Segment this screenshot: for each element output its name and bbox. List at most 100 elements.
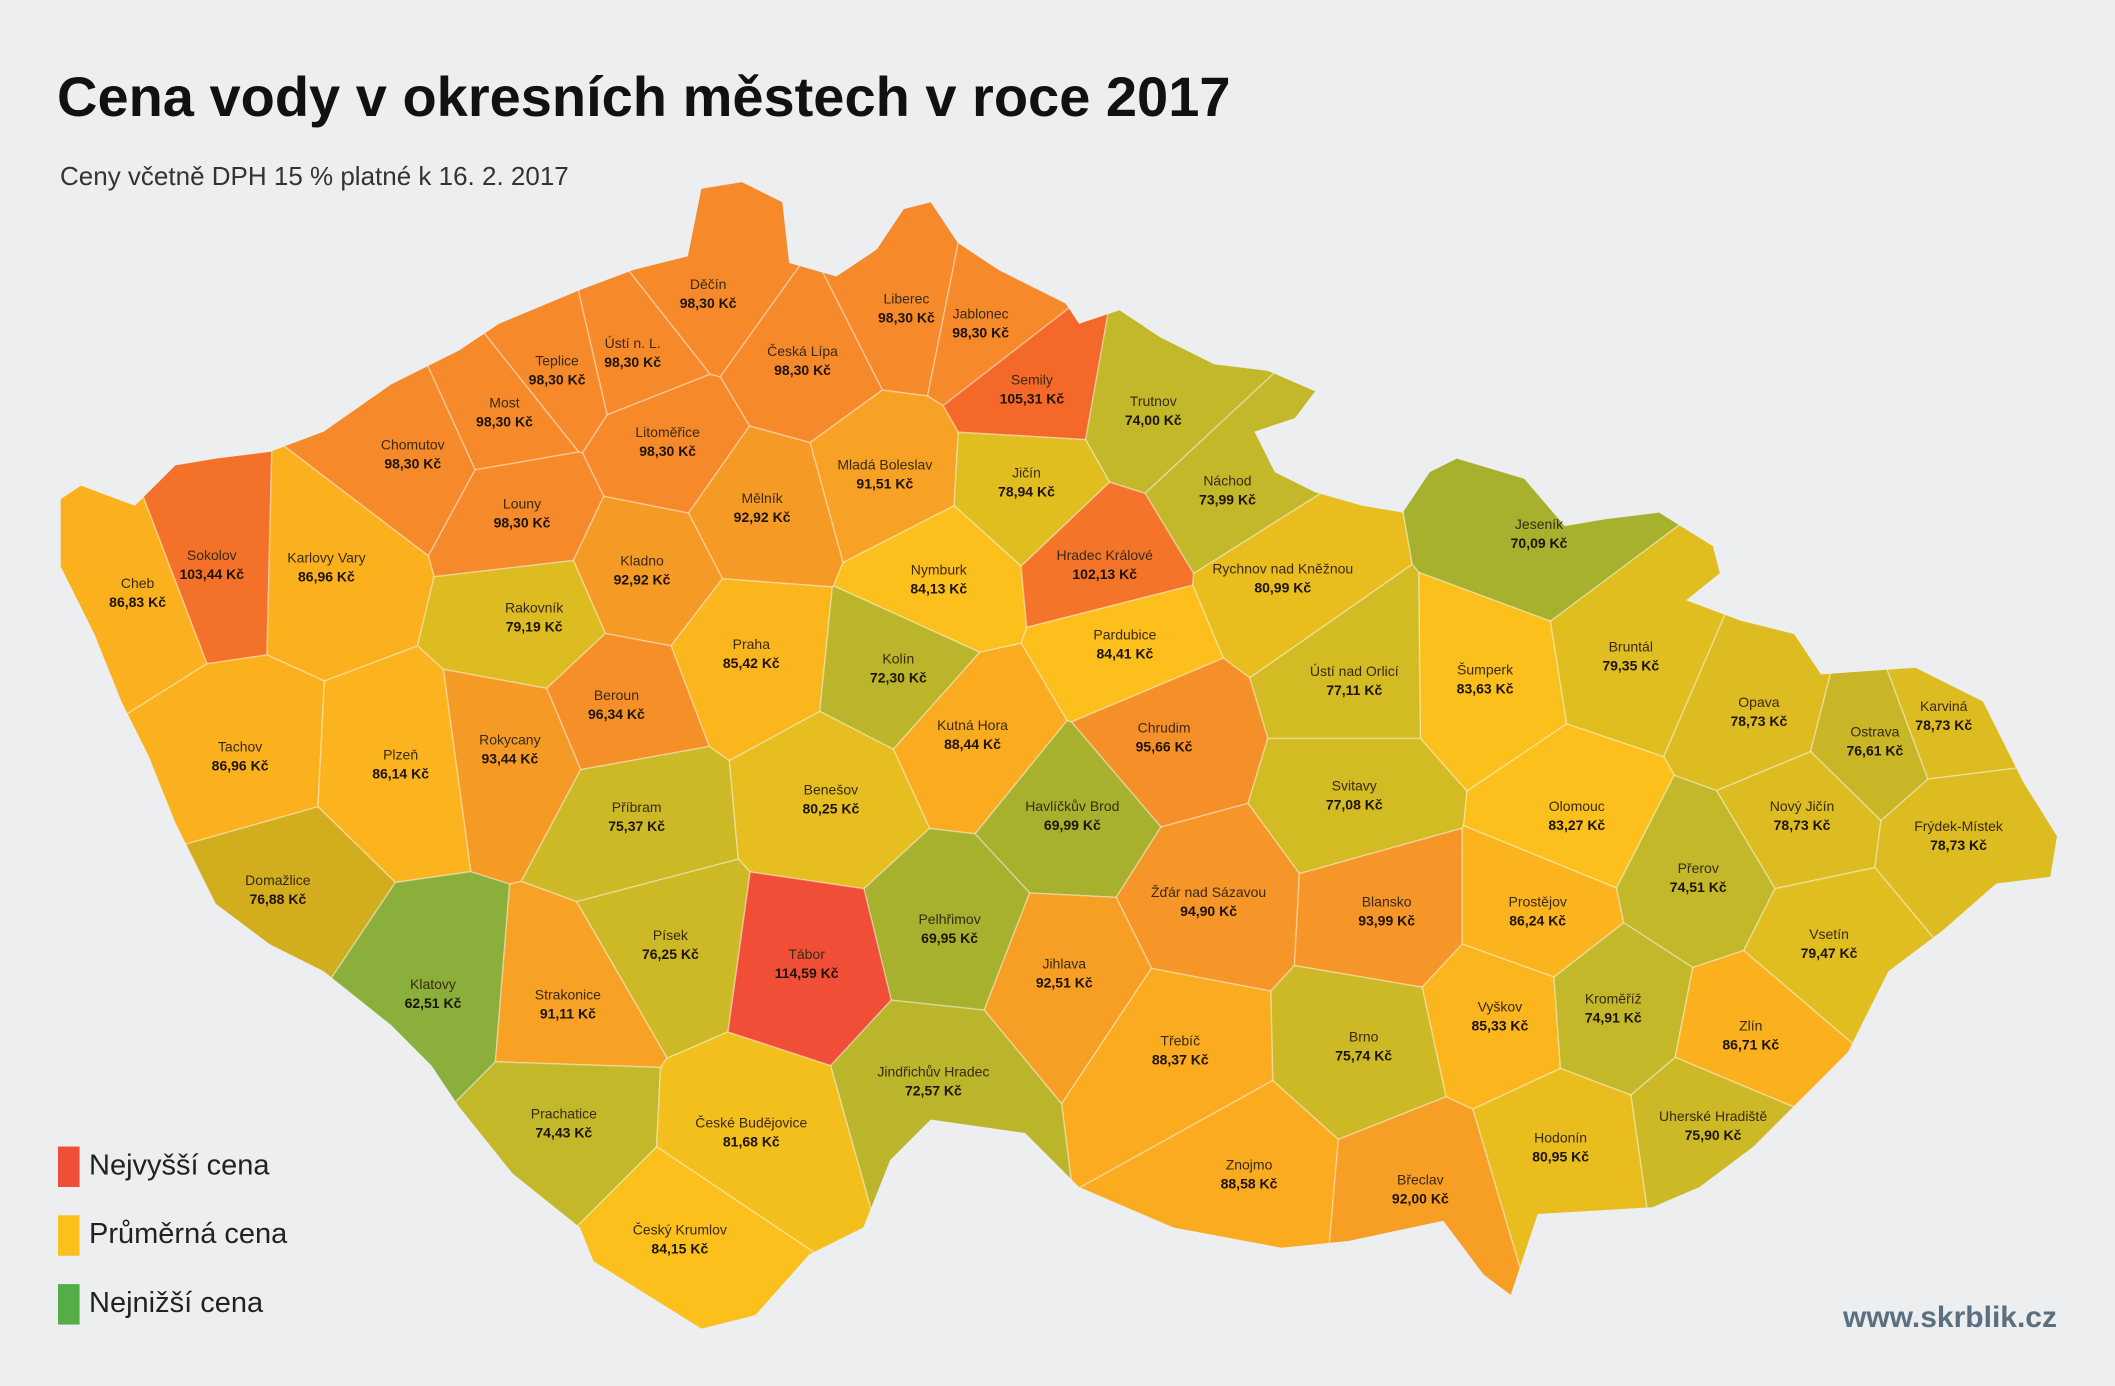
district-name: Cheb [121, 575, 155, 591]
district-price: 93,99 Kč [1358, 913, 1415, 929]
district-price: 70,09 Kč [1511, 535, 1568, 551]
district-price: 76,88 Kč [249, 891, 306, 907]
source-url: www.skrblik.cz [1842, 1301, 2057, 1334]
district-name: Vsetín [1809, 926, 1849, 942]
district-name: Opava [1738, 694, 1779, 710]
district-price: 98,30 Kč [494, 515, 551, 531]
district-name: Mělník [741, 490, 783, 506]
district-name: Frýdek-Místek [1914, 818, 2004, 834]
district-price: 74,00 Kč [1125, 412, 1182, 428]
district-price: 74,51 Kč [1670, 879, 1727, 895]
legend-label: Nejnižší cena [89, 1287, 264, 1319]
district-name: Kladno [620, 552, 664, 568]
district-name: Chomutov [381, 436, 445, 452]
district-price: 86,96 Kč [212, 757, 269, 773]
district-price: 75,90 Kč [1685, 1127, 1742, 1143]
district-price: 88,37 Kč [1152, 1051, 1209, 1067]
district-name: Louny [503, 496, 541, 512]
district-area [1715, 750, 1882, 890]
district-name: Chrudim [1138, 720, 1191, 736]
district-price: 92,00 Kč [1392, 1190, 1449, 1206]
district-price: 86,71 Kč [1722, 1037, 1779, 1053]
district-name: Most [489, 394, 519, 410]
district-name: Havlíčkův Brod [1025, 798, 1119, 814]
district-price: 93,44 Kč [481, 751, 538, 767]
district-area [1630, 1056, 2058, 1329]
district-name: Český Krumlov [633, 1221, 727, 1237]
district-name: Jičín [1012, 465, 1041, 481]
district-name: Klatovy [410, 976, 456, 992]
legend-label: Průměrná cena [89, 1218, 288, 1250]
district-price: 74,43 Kč [535, 1124, 592, 1140]
district-name: Tábor [788, 946, 825, 962]
district-price: 94,90 Kč [1180, 903, 1237, 919]
district-name: Semily [1011, 372, 1053, 388]
district-price: 62,51 Kč [405, 995, 462, 1011]
district-name: Rokycany [479, 732, 540, 748]
district-area [427, 451, 605, 578]
district-name: Děčín [690, 276, 727, 292]
district-name: Přerov [1678, 860, 1719, 876]
district-name: Svitavy [1332, 778, 1377, 794]
district-name: Pardubice [1093, 626, 1156, 642]
district-name: Strakonice [535, 987, 601, 1003]
district-price: 84,15 Kč [651, 1240, 708, 1256]
district-name: Bruntál [1609, 639, 1653, 655]
district-name: Nymburk [911, 562, 968, 578]
district-price: 98,30 Kč [878, 310, 935, 326]
district-name: Prachatice [531, 1105, 597, 1121]
district-price: 78,94 Kč [998, 484, 1055, 500]
district-name: Pelhřimov [918, 911, 980, 927]
district-name: Karviná [1920, 698, 1968, 714]
district-name: Tachov [218, 738, 262, 754]
district-price: 95,66 Kč [1136, 739, 1193, 755]
district-price: 76,61 Kč [1846, 743, 1903, 759]
district-price: 98,30 Kč [680, 295, 737, 311]
district-price: 69,99 Kč [1044, 817, 1101, 833]
district-price: 83,27 Kč [1548, 817, 1605, 833]
district-price: 79,47 Kč [1801, 945, 1858, 961]
district-name: Domažlice [245, 872, 311, 888]
district-name: Vyškov [1478, 999, 1523, 1015]
district-name: Hradec Králové [1056, 547, 1153, 563]
district-name: Benešov [804, 782, 858, 798]
district-price: 88,58 Kč [1221, 1176, 1278, 1192]
district-price: 105,31 Kč [1000, 391, 1065, 407]
district-name: Náchod [1203, 473, 1251, 489]
district-price: 72,30 Kč [870, 670, 927, 686]
district-name: Jindřichův Hradec [877, 1063, 989, 1079]
district-price: 83,63 Kč [1457, 681, 1514, 697]
district-name: Šumperk [1457, 662, 1514, 678]
district-price: 85,42 Kč [723, 655, 780, 671]
title: Cena vody v okresních městech v roce 201… [57, 65, 1230, 128]
district-price: 98,30 Kč [952, 324, 1009, 340]
district-name: Ústí n. L. [605, 335, 661, 351]
district-name: České Budějovice [695, 1115, 807, 1131]
district-name: Nový Jičín [1770, 798, 1835, 814]
district-area [1874, 755, 2058, 1158]
district-area [728, 710, 931, 890]
district-name: Kutná Hora [937, 717, 1008, 733]
district-name: Praha [733, 636, 771, 652]
district-price: 80,99 Kč [1254, 579, 1311, 595]
district-price: 77,08 Kč [1326, 797, 1383, 813]
district-price: 74,91 Kč [1585, 1010, 1642, 1026]
district-price: 86,96 Kč [298, 569, 355, 585]
district-name: Liberec [883, 291, 929, 307]
district-name: Sokolov [187, 547, 237, 563]
district-name: Brno [1349, 1028, 1379, 1044]
district-name: Jablonec [953, 305, 1009, 321]
district-area [953, 431, 1111, 568]
district-price: 77,11 Kč [1326, 682, 1382, 698]
district-name: Příbram [612, 799, 662, 815]
district-price: 69,95 Kč [921, 930, 978, 946]
district-name: Břeclav [1397, 1171, 1444, 1187]
district-name: Prostějov [1509, 894, 1567, 910]
district-price: 92,51 Kč [1036, 975, 1093, 991]
district-name: Hodonín [1534, 1130, 1587, 1146]
district-price: 85,33 Kč [1472, 1018, 1529, 1034]
district-area [1853, 182, 2058, 780]
district-name: Znojmo [1226, 1157, 1273, 1173]
district-price: 78,73 Kč [1930, 837, 1987, 853]
district-name: Třebíč [1160, 1032, 1200, 1048]
